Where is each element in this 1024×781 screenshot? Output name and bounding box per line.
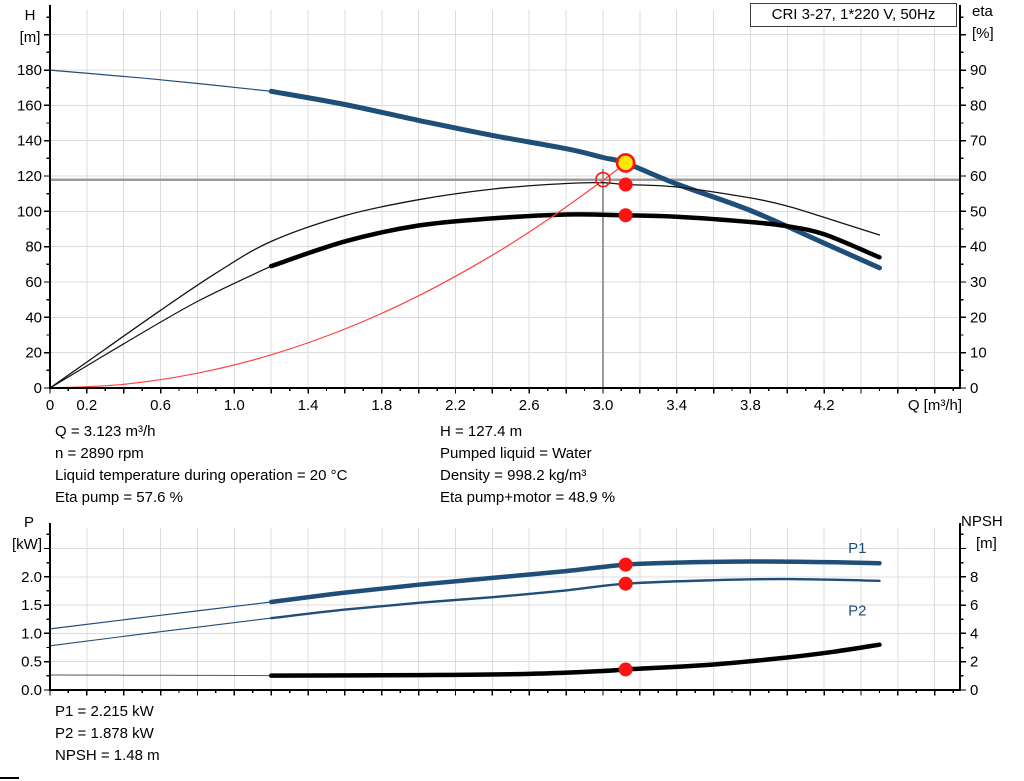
power-npsh-chart: P1 P2 0.0 0.5 1.0 1.5 2.0 0 2 4 6 8 P [kW] NPSH [m] bbox=[12, 513, 1003, 699]
eta-total-extension bbox=[49, 265, 272, 389]
y-right-axis-title: NPSH bbox=[961, 513, 1003, 530]
pump-curve-hq bbox=[268, 88, 882, 271]
y-left-axis-unit: [kW] bbox=[12, 536, 42, 553]
annotation-p1: P1 = 2.215 kW bbox=[55, 703, 154, 720]
annotation-density: Density = 998.2 kg/m³ bbox=[440, 467, 587, 484]
eta-pump-curve bbox=[49, 181, 881, 389]
y-tick-label-right: 0 bbox=[970, 682, 978, 699]
y-tick-label-left: 100 bbox=[17, 203, 42, 220]
annotation-speed: n = 2890 rpm bbox=[55, 445, 144, 462]
y-tick-label-left: 140 bbox=[17, 133, 42, 150]
x-axis-title: Q [m³/h] bbox=[908, 397, 962, 414]
x-tick-label: 3.4 bbox=[666, 397, 687, 414]
y-tick-label-left: 180 bbox=[17, 62, 42, 79]
x-tick-label: 1.4 bbox=[298, 397, 319, 414]
y-tick-label-left: 0 bbox=[34, 380, 42, 397]
y-left-axis-title: P bbox=[24, 514, 34, 531]
y-tick-label-left: 60 bbox=[25, 274, 42, 291]
annotation-npsh: NPSH = 1.48 m bbox=[55, 747, 160, 764]
y-tick-label-right: 4 bbox=[970, 625, 978, 642]
annotation-q: Q = 3.123 m³/h bbox=[55, 423, 156, 440]
y-left-axis-unit: [m] bbox=[20, 29, 41, 46]
npsh-curve bbox=[268, 642, 882, 678]
y-tick-label-left: 20 bbox=[25, 345, 42, 362]
y-right-axis-title: eta bbox=[972, 3, 994, 20]
y-tick-label-left: 40 bbox=[25, 309, 42, 326]
system-curve bbox=[49, 162, 627, 389]
y-tick-label-left: 0.0 bbox=[21, 682, 42, 699]
p1-extension bbox=[49, 601, 272, 630]
y-tick-label-left: 0.5 bbox=[21, 654, 42, 671]
y-tick-label-right: 80 bbox=[970, 97, 987, 114]
duty-annotations-right: H = 127.4 m Pumped liquid = Water Densit… bbox=[440, 421, 615, 509]
y-right-axis-unit: [m] bbox=[976, 535, 997, 552]
y-tick-label-left: 1.0 bbox=[21, 625, 42, 642]
curve-value-marker bbox=[618, 662, 633, 677]
annotation-eta-pump: Eta pump = 57.6 % bbox=[55, 489, 183, 506]
x-tick-label: 1.0 bbox=[224, 397, 245, 414]
annotation-p2: P2 = 1.878 kW bbox=[55, 725, 154, 742]
duty-annotations-left: Q = 3.123 m³/h n = 2890 rpm Liquid tempe… bbox=[55, 421, 347, 509]
annotation-liquid-temp: Liquid temperature during operation = 20… bbox=[55, 467, 348, 484]
pump-title-box: CRI 3-27, 1*220 V, 50Hz bbox=[750, 3, 957, 27]
y-tick-label-right: 8 bbox=[970, 569, 978, 586]
y-tick-label-left: 80 bbox=[25, 239, 42, 256]
page-bottom-divider bbox=[0, 777, 19, 779]
x-tick-label: 0.6 bbox=[150, 397, 171, 414]
annotation-head: H = 127.4 m bbox=[440, 423, 523, 440]
npsh-extension bbox=[49, 674, 272, 677]
y-tick-label-right: 2 bbox=[970, 654, 978, 671]
operating-point-marker bbox=[615, 153, 636, 173]
p2-extension bbox=[49, 617, 272, 647]
y-tick-label-right: 6 bbox=[970, 597, 978, 614]
p1-curve bbox=[268, 559, 882, 605]
y-tick-label-right: 50 bbox=[970, 203, 987, 220]
x-tick-label: 2.2 bbox=[445, 397, 466, 414]
curve-value-marker bbox=[618, 576, 633, 591]
power-annotations: P1 = 2.215 kW P2 = 1.878 kW NPSH = 1.48 … bbox=[55, 701, 160, 767]
y-tick-label-left: 160 bbox=[17, 97, 42, 114]
y-tick-label-right: 40 bbox=[970, 239, 987, 256]
hq-eta-chart: 0 20 40 60 80 100 120 140 160 180 0 10 20 30 40 50 60 70 8… bbox=[17, 3, 994, 414]
curve-value-marker bbox=[618, 557, 633, 572]
curve-value-marker bbox=[618, 208, 633, 223]
y-left-axis-title: H bbox=[25, 7, 36, 24]
annotation-pumped-liquid: Pumped liquid = Water bbox=[440, 445, 592, 462]
x-tick-label: 0 bbox=[46, 397, 54, 414]
curve-value-marker bbox=[618, 177, 633, 192]
x-tick-label: 0.2 bbox=[76, 397, 97, 414]
annotation-eta-total: Eta pump+motor = 48.9 % bbox=[440, 489, 616, 506]
y-tick-label-right: 70 bbox=[970, 133, 987, 150]
y-tick-label-right: 60 bbox=[970, 168, 987, 185]
p1-curve-label: P1 bbox=[848, 540, 866, 557]
x-tick-label: 3.8 bbox=[740, 397, 761, 414]
x-tick-label: 4.2 bbox=[814, 397, 835, 414]
y-tick-label-right: 30 bbox=[970, 274, 987, 291]
y-tick-label-right: 10 bbox=[970, 345, 987, 362]
y-tick-label-left: 1.5 bbox=[21, 597, 42, 614]
p2-curve-label: P2 bbox=[848, 602, 866, 619]
y-tick-label-right: 20 bbox=[970, 309, 987, 326]
eta-total-curve bbox=[268, 212, 882, 269]
pump-curve-extension bbox=[49, 69, 272, 92]
y-tick-label-left: 2.0 bbox=[21, 569, 42, 586]
rated-point-marker bbox=[595, 171, 611, 188]
x-tick-label: 2.6 bbox=[519, 397, 540, 414]
y-tick-label-right: 0 bbox=[970, 380, 978, 397]
y-tick-label-left: 120 bbox=[17, 168, 42, 185]
x-tick-label: 1.8 bbox=[371, 397, 392, 414]
x-tick-label: 3.0 bbox=[593, 397, 614, 414]
p2-curve bbox=[270, 577, 881, 620]
y-tick-label-right: 90 bbox=[970, 62, 987, 79]
y-right-axis-unit: [%] bbox=[972, 25, 994, 42]
